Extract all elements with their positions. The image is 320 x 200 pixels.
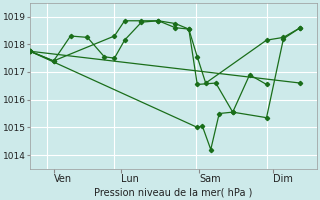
X-axis label: Pression niveau de la mer( hPa ): Pression niveau de la mer( hPa ) [94, 187, 253, 197]
